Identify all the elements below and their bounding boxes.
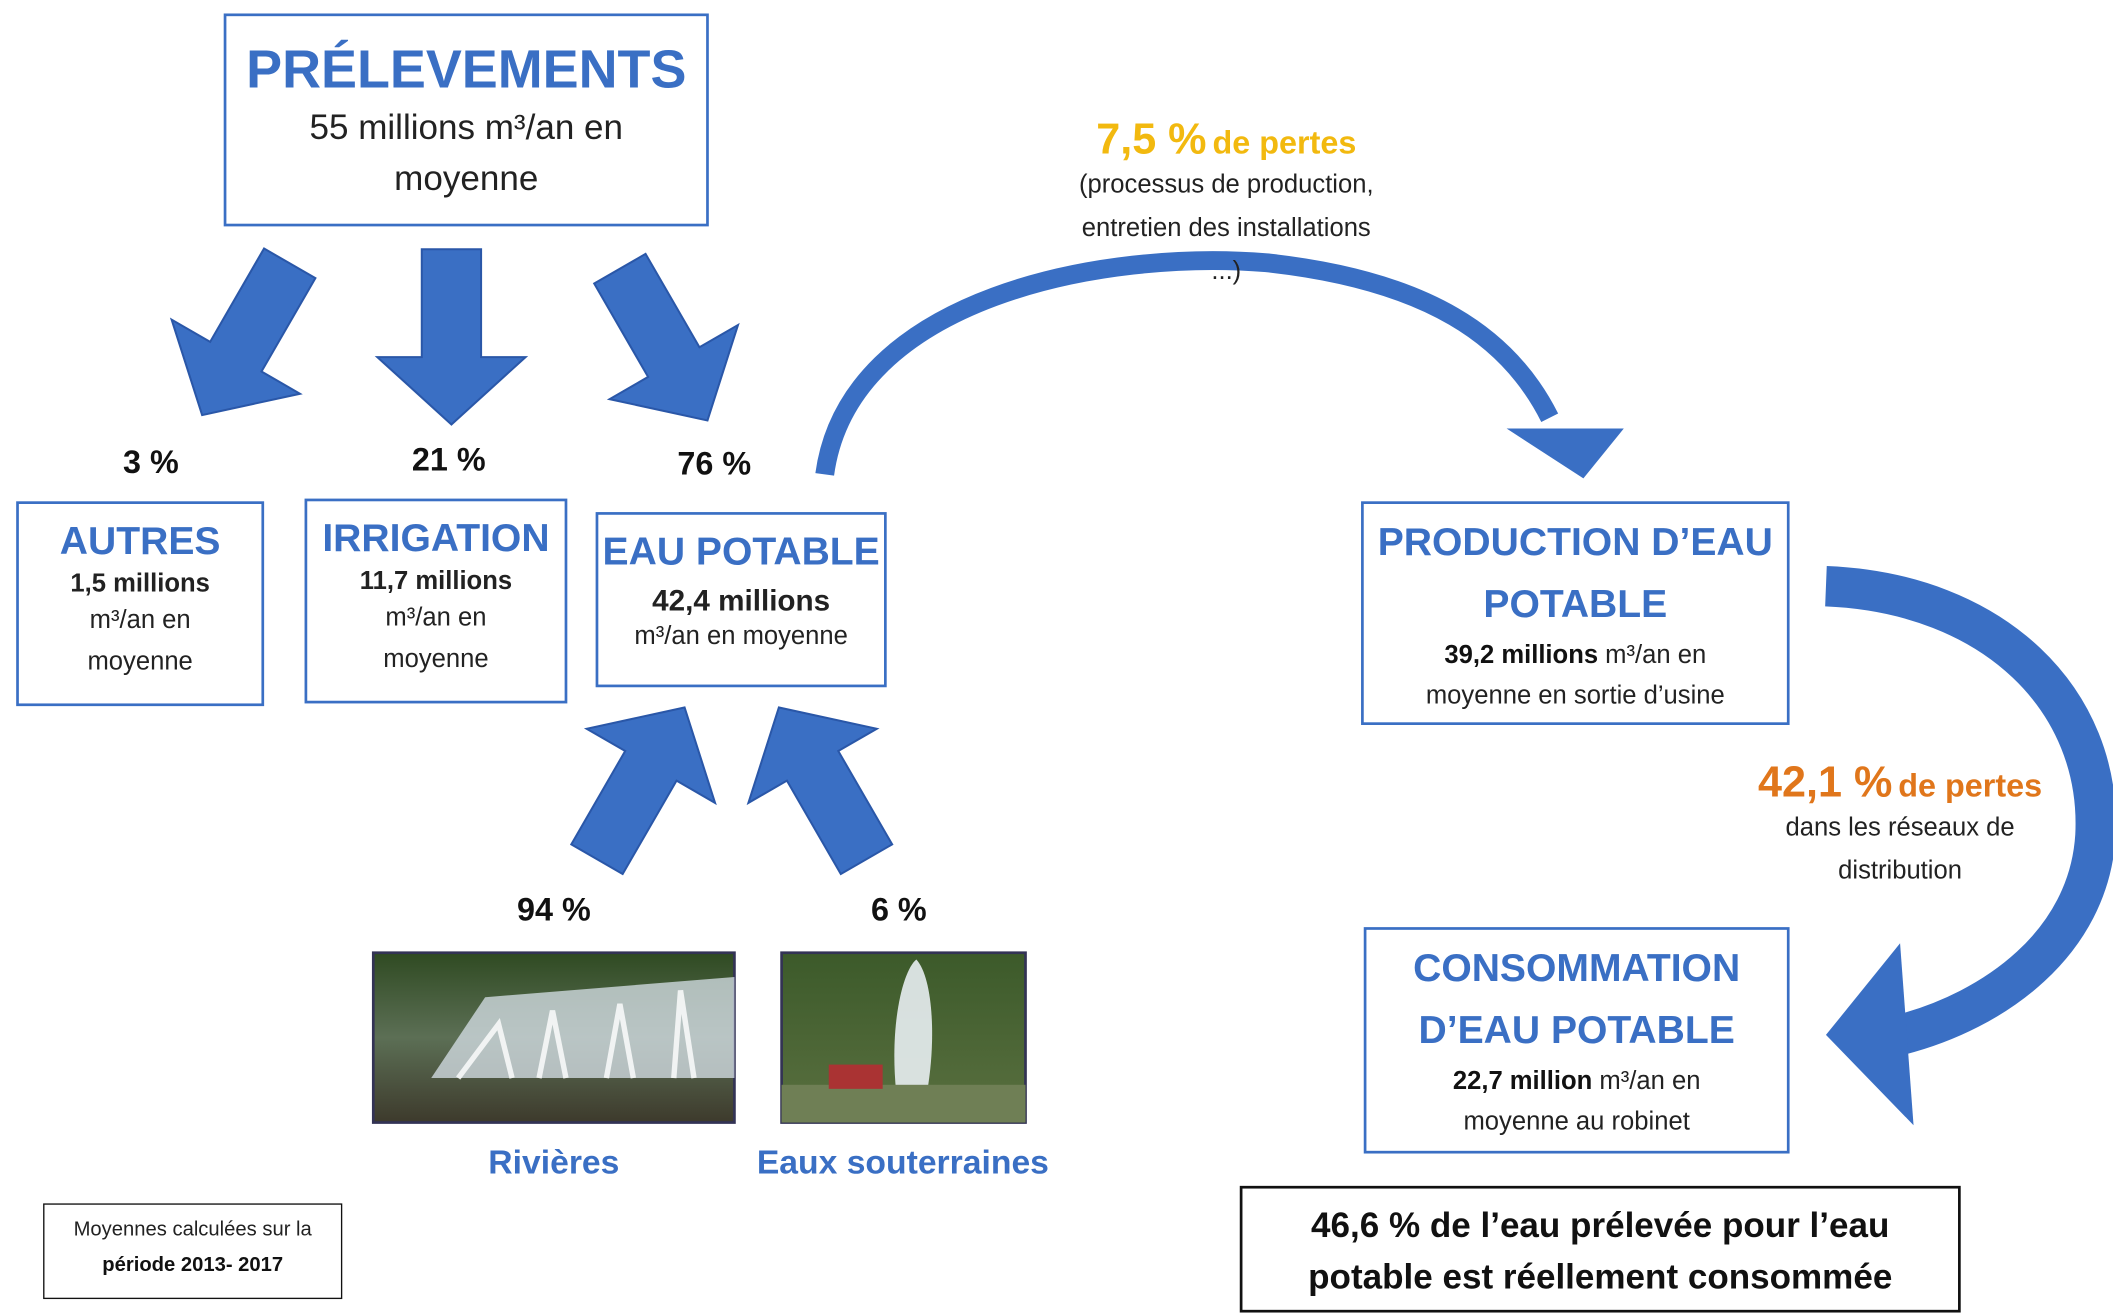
title: PRODUCTION D’EAU POTABLE [1364,512,1787,636]
text: 55 millions m³/an en moyenne [226,101,706,203]
production-box: PRODUCTION D’EAU POTABLE 39,2 millions m… [1361,501,1790,725]
percent: 3 % [123,445,179,483]
diagram: PRÉLEVEMENTS 55 millions m³/an en moyenn… [0,0,2113,1313]
text: m³/an en moyenne [307,597,564,681]
autres-box: AUTRES 1,5 millions m³/an en moyenne [16,501,264,706]
title: IRRIGATION [307,517,564,561]
source-label: Rivières [488,1144,619,1183]
text: m³/an en moyenne [598,619,884,657]
arrow [377,249,525,424]
text: de pertes [1898,768,2042,804]
title: AUTRES [19,520,262,564]
arrow-head [1826,943,1914,1125]
title: CONSOMMATION D’EAU POTABLE [1366,938,1786,1062]
amount: 42,4 millions [598,583,884,618]
amount: 39,2 millions [1444,641,1598,669]
percent: 7,5 % [1096,115,1206,164]
arrow-head [1507,429,1624,479]
title: PRÉLEVEMENTS [226,40,706,101]
conclusion: 46,6 % de l’eau prélevée pour l’eau pota… [1240,1186,1961,1313]
photo-groundwater [782,953,1026,1123]
percent: 6 % [871,892,927,930]
photo-rivers [373,953,734,1123]
irrigation-box: IRRIGATION 11,7 millions m³/an en moyenn… [305,499,568,704]
amount: 11,7 millions [307,567,564,597]
percent: 94 % [517,892,591,930]
arrow [533,670,749,896]
text: de pertes [1213,125,1357,161]
detail: (processus de production, entretien des … [997,164,1455,293]
page: {"prelevements":{"title":"PRÉLEVEMENTS",… [0,0,2113,1313]
percent: 21 % [412,442,486,480]
percent: 76 % [677,446,751,484]
arrow [715,670,931,896]
text: m³/an en moyenne [19,600,262,684]
amount: 22,7 million [1453,1067,1592,1095]
arrow [556,232,772,458]
note-bold: période 2013- 2017 [102,1253,283,1276]
note: Moyennes calculées sur la période 2013- … [43,1203,342,1299]
detail: dans les réseaux de distribution [1725,807,2075,893]
note-text: Moyennes calculées sur la [74,1218,312,1241]
loss-network: 42,1 % de pertes dans les réseaux de dis… [1725,757,2075,893]
eau-potable-box: EAU POTABLE 42,4 millions m³/an en moyen… [596,512,887,687]
prelevements-box: PRÉLEVEMENTS 55 millions m³/an en moyenn… [224,13,709,226]
amount: 1,5 millions [19,570,262,600]
percent: 42,1 % [1758,757,1892,806]
source-label: Eaux souterraines [757,1144,1049,1183]
title: EAU POTABLE [598,531,884,575]
loss-production: 7,5 % de pertes (processus de production… [997,115,1455,294]
consommation-box: CONSOMMATION D’EAU POTABLE 22,7 million … [1364,927,1790,1153]
arrow [138,226,354,452]
